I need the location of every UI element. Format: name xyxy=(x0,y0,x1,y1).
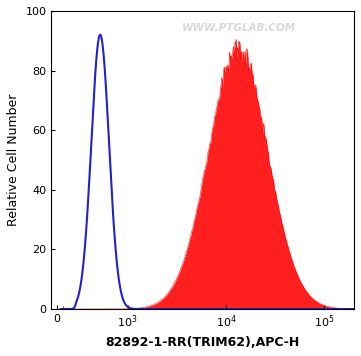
Text: WWW.PTGLAB.COM: WWW.PTGLAB.COM xyxy=(182,23,296,33)
X-axis label: 82892-1-RR(TRIM62),APC-H: 82892-1-RR(TRIM62),APC-H xyxy=(105,336,300,349)
Y-axis label: Relative Cell Number: Relative Cell Number xyxy=(7,94,20,226)
